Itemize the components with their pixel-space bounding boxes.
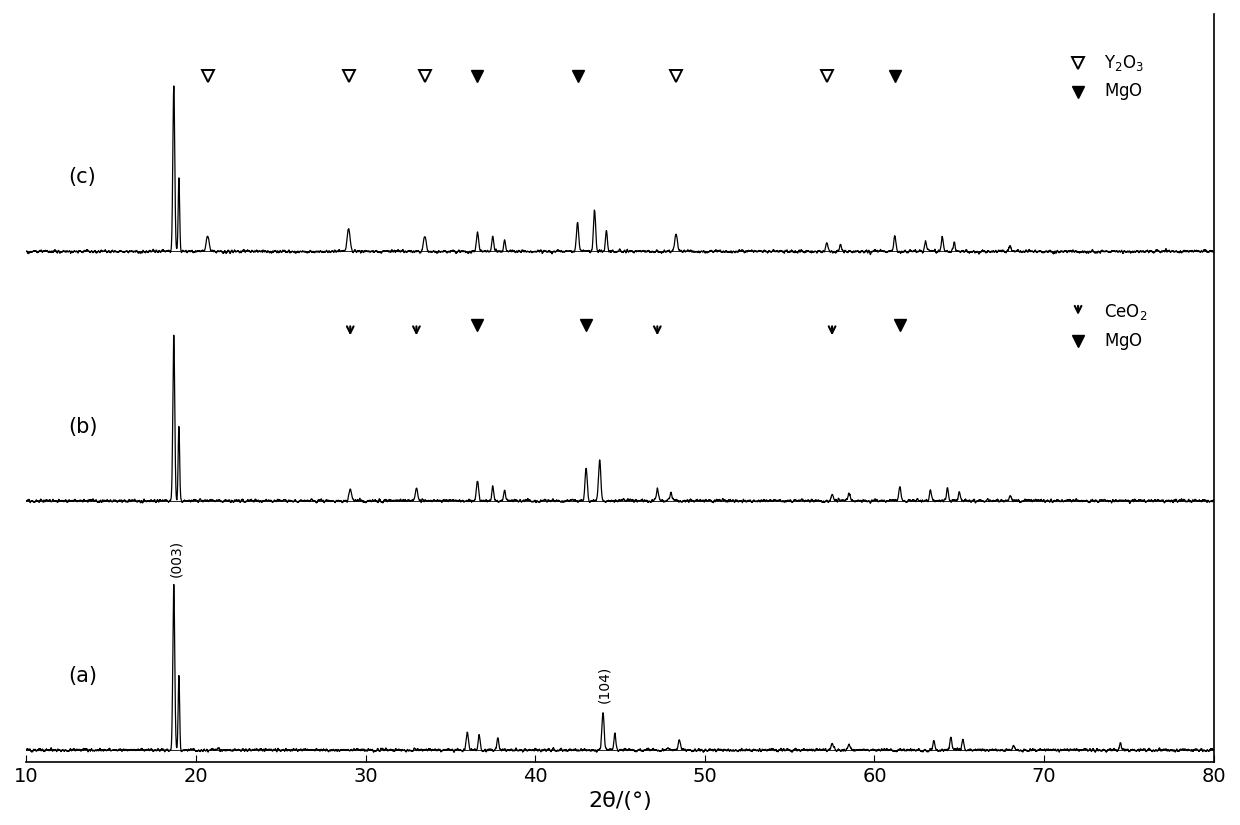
Text: $\mathrm{CeO_2}$: $\mathrm{CeO_2}$ bbox=[1104, 302, 1147, 322]
Text: (a): (a) bbox=[68, 666, 98, 686]
Text: $\mathrm{MgO}$: $\mathrm{MgO}$ bbox=[1104, 331, 1142, 351]
Text: $\mathrm{Y_2O_3}$: $\mathrm{Y_2O_3}$ bbox=[1104, 53, 1143, 73]
X-axis label: 2θ/(°): 2θ/(°) bbox=[588, 791, 652, 811]
Text: (104): (104) bbox=[598, 666, 611, 703]
Text: (c): (c) bbox=[68, 167, 97, 187]
Text: $\mathrm{MgO}$: $\mathrm{MgO}$ bbox=[1104, 82, 1142, 102]
Text: (003): (003) bbox=[170, 540, 184, 577]
Text: (b): (b) bbox=[68, 417, 98, 436]
